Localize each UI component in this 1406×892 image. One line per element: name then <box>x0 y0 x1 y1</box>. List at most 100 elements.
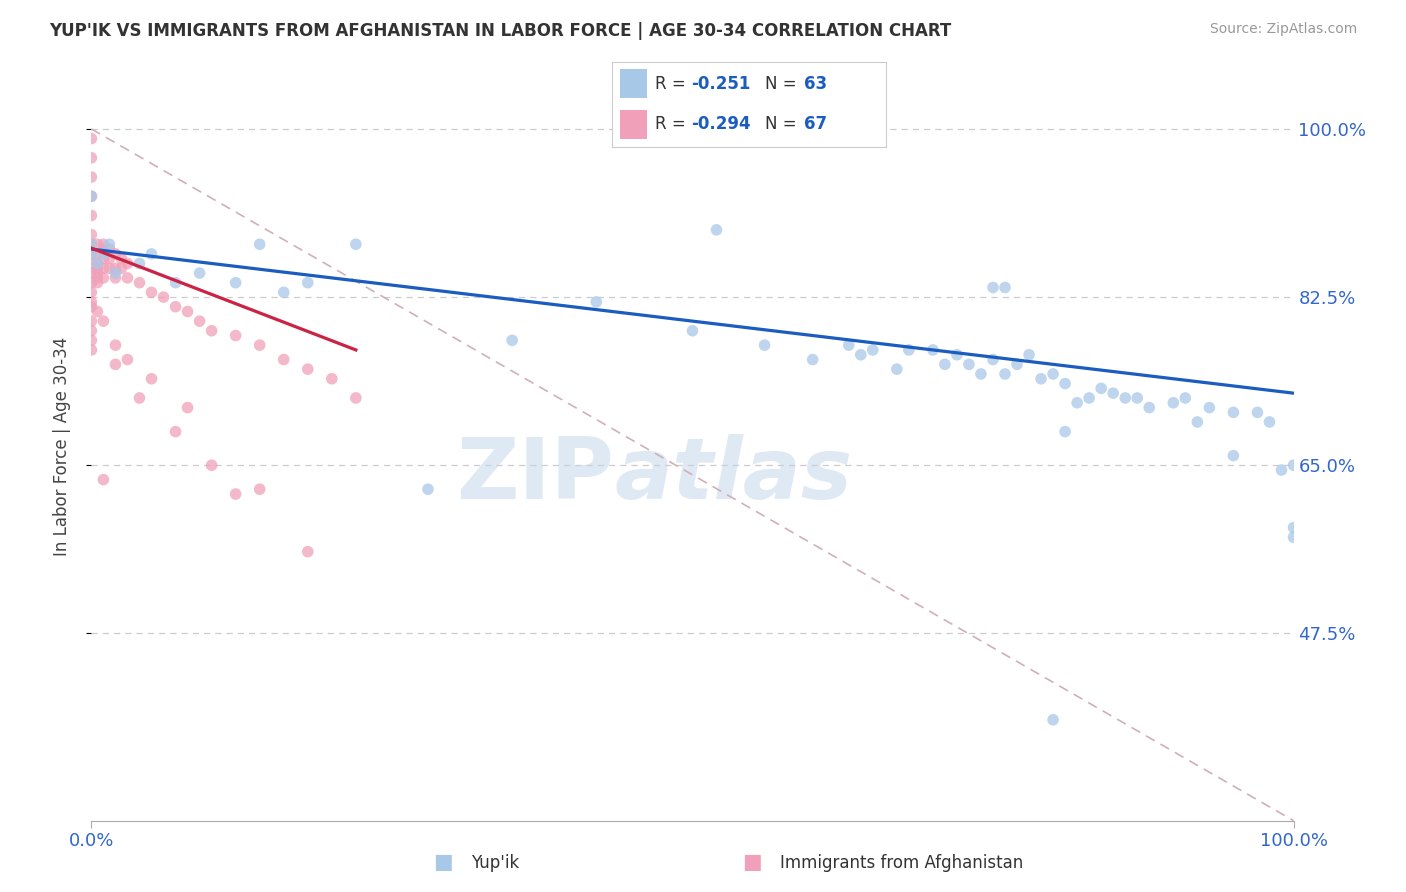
Point <box>1174 391 1197 405</box>
Point <box>165 300 187 314</box>
Point <box>188 266 211 280</box>
Point <box>897 343 920 357</box>
Point <box>104 271 127 285</box>
Point <box>80 237 103 252</box>
Point <box>80 189 103 203</box>
Point <box>1282 530 1305 544</box>
Text: -0.251: -0.251 <box>692 75 751 93</box>
Point <box>98 237 121 252</box>
Point <box>80 294 103 309</box>
Point <box>93 237 115 252</box>
Point <box>93 247 115 261</box>
Point <box>273 285 295 300</box>
Point <box>1090 381 1112 395</box>
Text: Immigrants from Afghanistan: Immigrants from Afghanistan <box>780 855 1024 872</box>
Point <box>981 280 1004 294</box>
Point <box>225 328 247 343</box>
Point <box>1042 367 1064 381</box>
Point <box>201 458 224 473</box>
Point <box>1246 405 1268 419</box>
Point <box>849 348 872 362</box>
Bar <box>620 70 647 98</box>
Point <box>946 348 969 362</box>
Point <box>297 362 319 376</box>
Point <box>80 300 103 314</box>
Text: Source: ZipAtlas.com: Source: ZipAtlas.com <box>1209 22 1357 37</box>
Text: Yup'ik: Yup'ik <box>471 855 519 872</box>
Point <box>1126 391 1149 405</box>
Point <box>225 276 247 290</box>
Point <box>93 261 115 276</box>
Point <box>93 473 115 487</box>
Point <box>80 266 103 280</box>
Point <box>1114 391 1136 405</box>
Point <box>225 487 247 501</box>
Point <box>585 294 607 309</box>
Point <box>994 280 1017 294</box>
Point <box>141 372 163 386</box>
Point <box>117 256 139 270</box>
Point <box>104 357 127 371</box>
Point <box>86 271 108 285</box>
Point <box>93 314 115 328</box>
Point <box>104 261 127 276</box>
Point <box>1018 348 1040 362</box>
Point <box>80 209 103 223</box>
Point <box>86 247 108 261</box>
Text: N =: N = <box>765 75 801 93</box>
Point <box>249 338 271 352</box>
Point <box>128 391 150 405</box>
Point <box>416 482 439 496</box>
Point <box>297 276 319 290</box>
Point <box>1054 425 1077 439</box>
Point <box>117 271 139 285</box>
Bar <box>620 110 647 139</box>
Point <box>110 252 132 266</box>
Point <box>1078 391 1101 405</box>
Point <box>80 131 103 145</box>
Point <box>80 189 103 203</box>
Point <box>86 304 108 318</box>
Point <box>86 261 108 276</box>
Point <box>188 314 211 328</box>
Point <box>1161 396 1184 410</box>
Point <box>141 247 163 261</box>
Point <box>801 352 824 367</box>
Point <box>98 252 121 266</box>
Point <box>501 334 523 348</box>
Point <box>86 256 108 270</box>
Point <box>86 266 108 280</box>
Point <box>80 343 103 357</box>
Point <box>117 352 139 367</box>
Point <box>165 425 187 439</box>
Text: atlas: atlas <box>614 434 852 517</box>
Point <box>1042 713 1064 727</box>
Point <box>80 324 103 338</box>
Point <box>249 482 271 496</box>
Point <box>176 304 198 318</box>
Text: ■: ■ <box>433 853 453 872</box>
Point <box>838 338 860 352</box>
Y-axis label: In Labor Force | Age 30-34: In Labor Force | Age 30-34 <box>52 336 70 556</box>
Point <box>201 324 224 338</box>
Point <box>970 367 993 381</box>
Text: ZIP: ZIP <box>457 434 614 517</box>
Point <box>754 338 776 352</box>
Point <box>994 367 1017 381</box>
Point <box>80 169 103 184</box>
Point <box>1102 386 1125 401</box>
Point <box>1187 415 1209 429</box>
Point <box>93 242 115 256</box>
Text: ■: ■ <box>742 853 762 872</box>
Point <box>321 372 343 386</box>
Point <box>957 357 980 371</box>
Point <box>1222 405 1244 419</box>
Text: R =: R = <box>655 75 692 93</box>
Point <box>80 247 103 261</box>
Point <box>110 261 132 276</box>
Point <box>86 256 108 270</box>
Point <box>128 256 150 270</box>
Point <box>128 276 150 290</box>
Point <box>98 261 121 276</box>
Point <box>80 276 103 290</box>
